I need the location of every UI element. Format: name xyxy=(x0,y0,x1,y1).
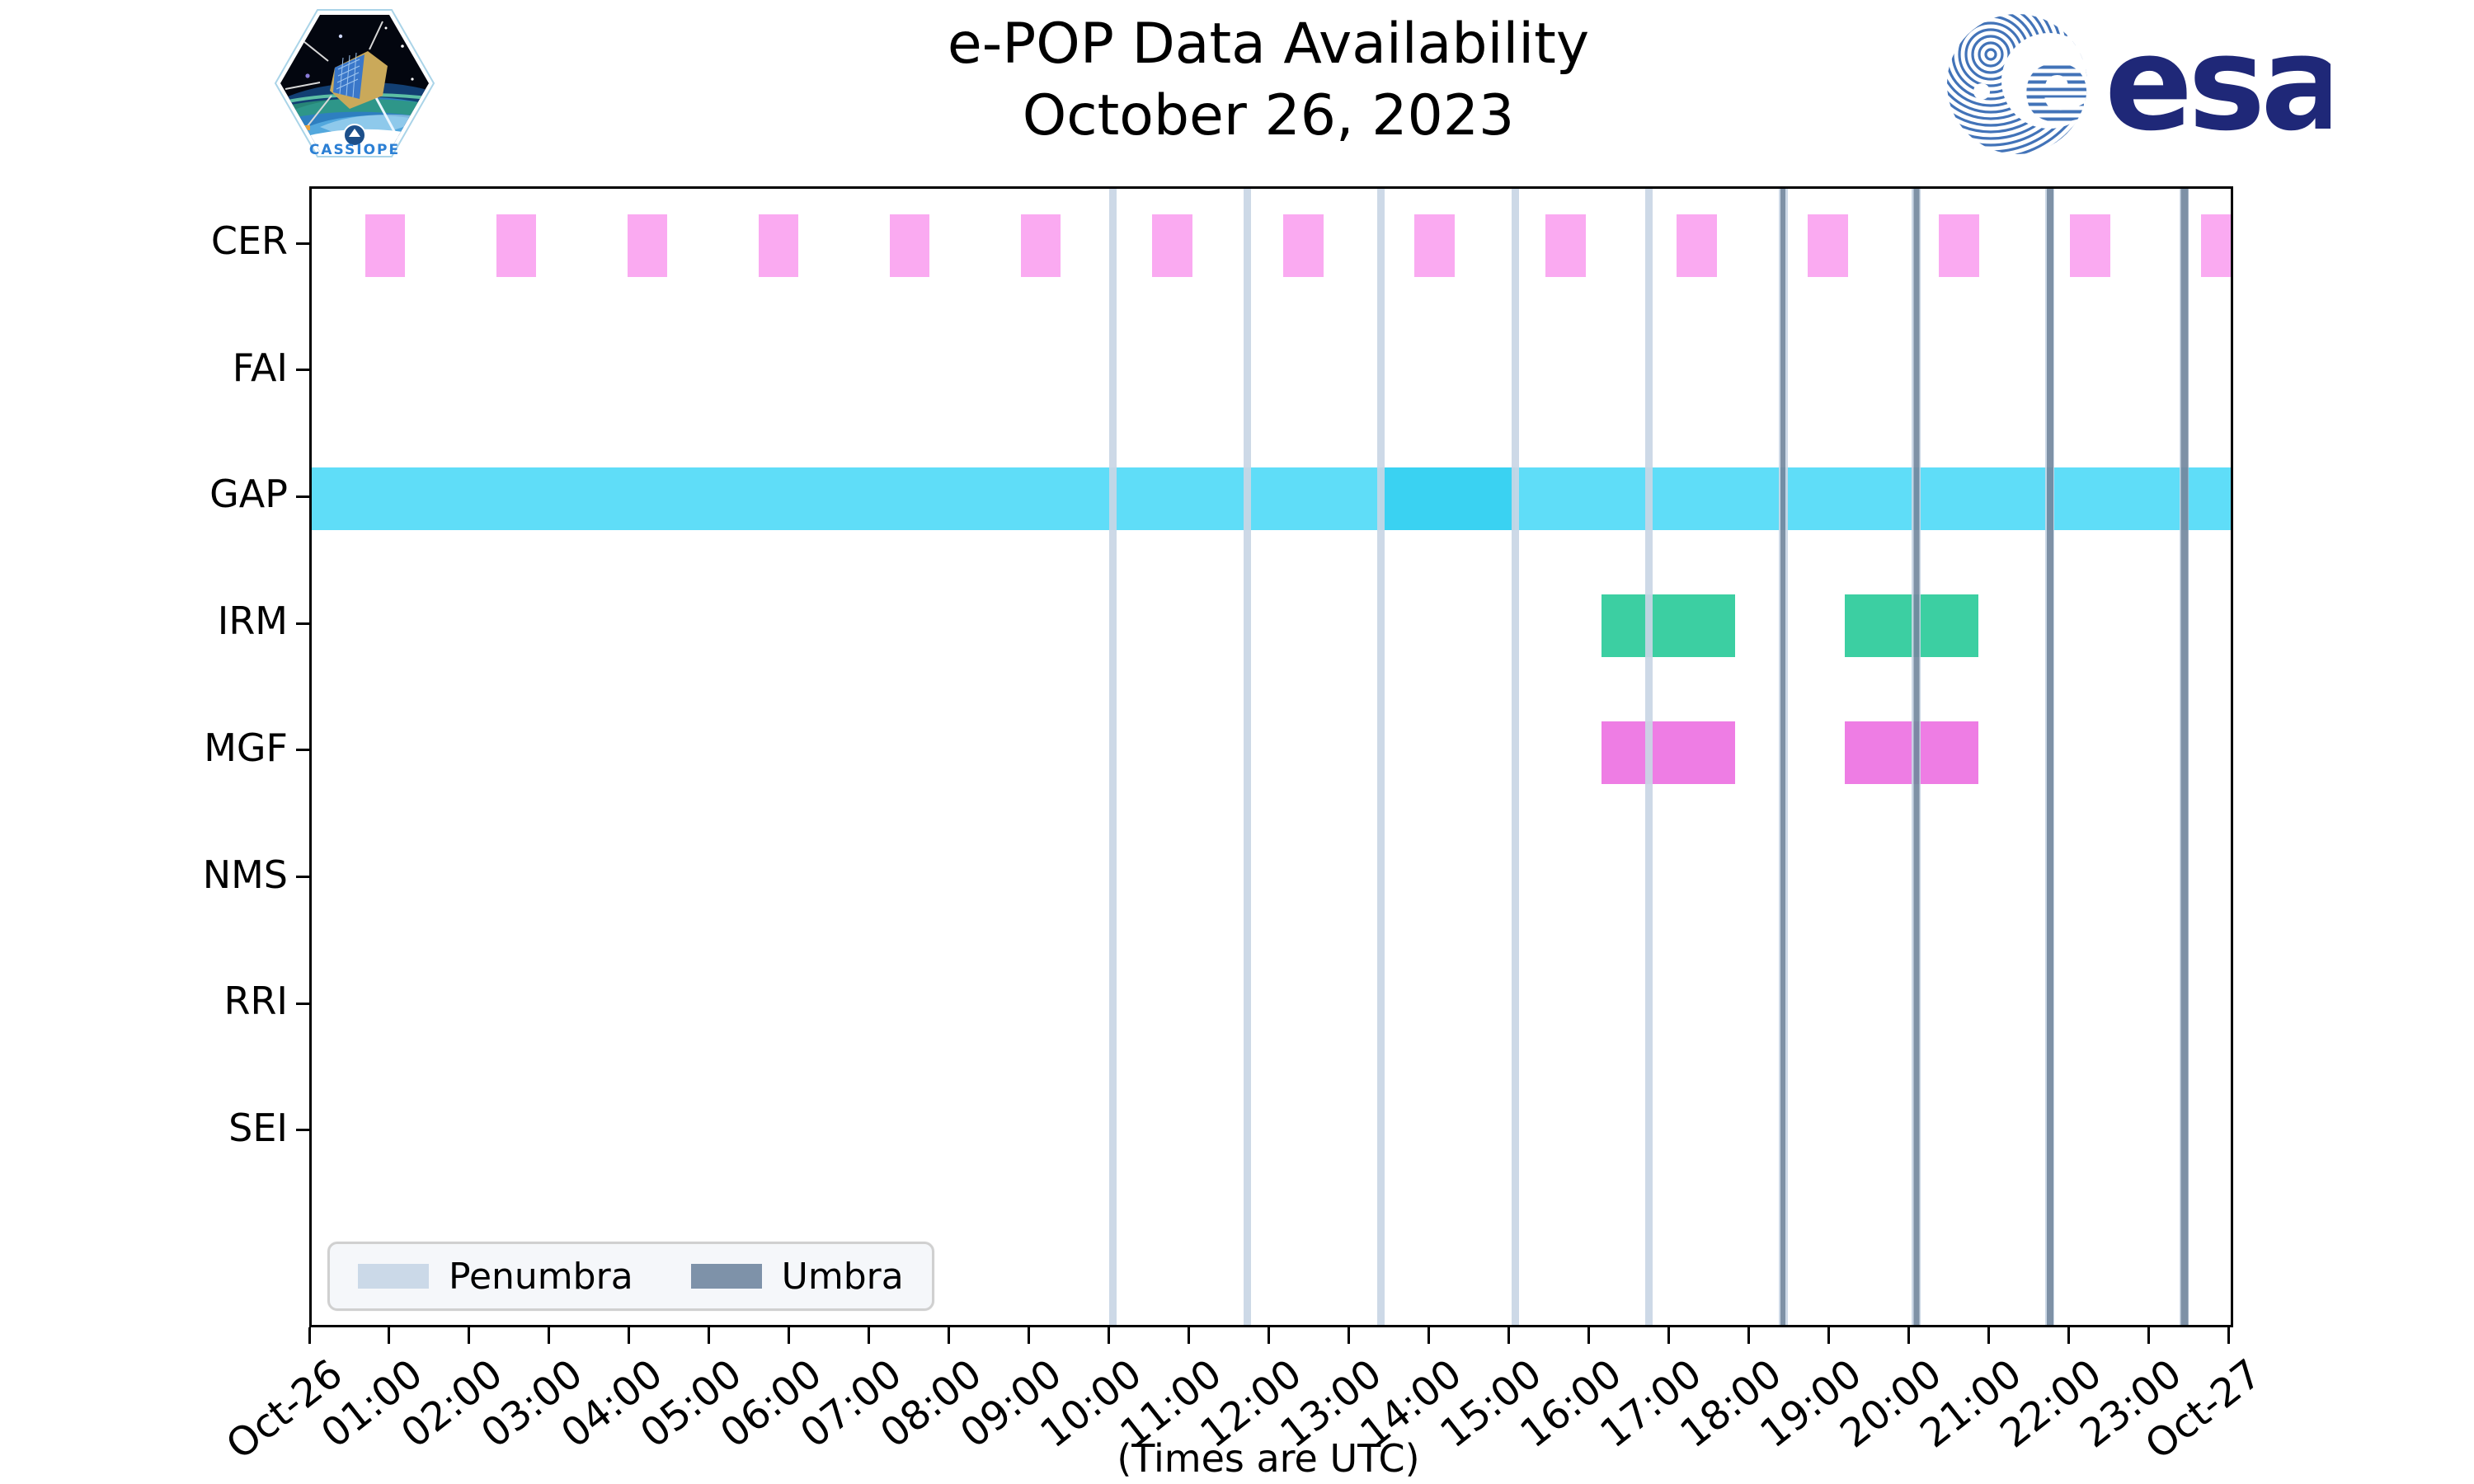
legend-label-umbra: Umbra xyxy=(781,1255,904,1298)
x-tick xyxy=(2147,1327,2150,1344)
plot-area xyxy=(309,186,2233,1327)
x-tick xyxy=(1188,1327,1191,1344)
x-tick xyxy=(1507,1327,1510,1344)
svg-text:e: e xyxy=(2022,26,2091,145)
x-tick xyxy=(1987,1327,1990,1344)
chart-title: e-POP Data Availability xyxy=(947,12,1590,77)
y-tick xyxy=(296,749,309,752)
availability-bar-irm xyxy=(1601,594,1735,658)
row-label-gap: GAP xyxy=(209,472,288,517)
x-tick xyxy=(708,1327,711,1344)
x-tick xyxy=(468,1327,471,1344)
x-tick xyxy=(1268,1327,1270,1344)
availability-bar-cer xyxy=(2070,214,2110,277)
x-tick xyxy=(1587,1327,1590,1344)
esa-logo: e esa xyxy=(1943,8,2349,160)
availability-bar-mgf xyxy=(1601,721,1735,784)
y-tick xyxy=(296,622,309,625)
umbra-line xyxy=(1778,189,1788,1325)
y-tick xyxy=(296,369,309,372)
availability-bar-cer xyxy=(627,214,668,277)
availability-bar-cer xyxy=(2201,214,2231,277)
penumbra-line xyxy=(1376,189,1385,1325)
availability-bar-mgf xyxy=(1844,721,1978,784)
umbra-line-core xyxy=(2046,189,2053,1325)
chart-title-block: e-POP Data Availability October 26, 2023 xyxy=(444,8,2093,152)
legend-item-penumbra: Penumbra xyxy=(358,1256,633,1298)
row-label-rri: RRI xyxy=(223,979,289,1024)
x-tick xyxy=(1907,1327,1910,1344)
y-tick xyxy=(296,495,309,498)
penumbra-line xyxy=(1243,189,1251,1325)
legend-label-penumbra: Penumbra xyxy=(449,1255,633,1298)
x-tick xyxy=(1347,1327,1350,1344)
y-tick xyxy=(296,876,309,878)
cassiope-mission-patch: CASSIOPE xyxy=(270,3,439,167)
umbra-line-core xyxy=(2180,189,2189,1325)
esa-logo-icon: e esa xyxy=(1947,8,2349,160)
penumbra-swatch-icon xyxy=(358,1264,429,1289)
availability-bar-cer xyxy=(758,214,799,277)
x-tick xyxy=(2227,1327,2230,1344)
x-tick xyxy=(788,1327,791,1344)
x-tick xyxy=(1827,1327,1830,1344)
legend: Penumbra Umbra xyxy=(327,1242,934,1311)
availability-bar-cer xyxy=(1283,214,1324,277)
umbra-line xyxy=(2045,189,2055,1325)
x-tick xyxy=(548,1327,551,1344)
x-tick xyxy=(868,1327,871,1344)
availability-bar-cer xyxy=(1939,214,1979,277)
cassiope-patch-icon: CASSIOPE xyxy=(274,9,435,158)
availability-bar-irm xyxy=(1844,594,1978,658)
penumbra-line xyxy=(1511,189,1519,1325)
x-tick xyxy=(1108,1327,1111,1344)
x-tick xyxy=(948,1327,951,1344)
row-label-fai: FAI xyxy=(232,345,288,390)
x-tick xyxy=(1667,1327,1670,1344)
umbra-line xyxy=(2180,189,2189,1325)
row-label-nms: NMS xyxy=(202,852,288,897)
row-label-irm: IRM xyxy=(217,599,288,644)
umbra-swatch-icon xyxy=(690,1264,762,1289)
x-tick xyxy=(388,1327,391,1344)
umbra-line-core xyxy=(1780,189,1786,1325)
availability-bar-cer xyxy=(1021,214,1061,277)
y-tick xyxy=(296,1002,309,1005)
chart-subtitle: October 26, 2023 xyxy=(1022,83,1515,149)
availability-bar-cer xyxy=(496,214,537,277)
y-tick xyxy=(296,242,309,245)
x-tick xyxy=(1028,1327,1031,1344)
availability-bar-cer xyxy=(365,214,406,277)
penumbra-line xyxy=(1109,189,1117,1325)
row-label-sei: SEI xyxy=(228,1105,288,1150)
umbra-line xyxy=(1912,189,1921,1325)
y-tick xyxy=(296,1129,309,1132)
legend-item-umbra: Umbra xyxy=(690,1255,904,1298)
x-tick xyxy=(2067,1327,2070,1344)
penumbra-line xyxy=(1644,189,1653,1325)
availability-bar-cer xyxy=(1414,214,1455,277)
x-tick xyxy=(1427,1327,1430,1344)
availability-bar-cer xyxy=(1808,214,1848,277)
x-axis-note: (Times are UTC) xyxy=(1117,1436,1420,1481)
esa-logo-text: esa xyxy=(2105,12,2331,157)
availability-bar-cer xyxy=(890,214,930,277)
availability-bar-cer xyxy=(1677,214,1717,277)
row-label-mgf: MGF xyxy=(204,725,288,770)
umbra-line-core xyxy=(1913,189,1920,1325)
availability-bar-gap xyxy=(312,467,2231,531)
x-tick xyxy=(308,1327,311,1344)
cassiope-logo-text: CASSIOPE xyxy=(309,142,400,158)
availability-bar-cer xyxy=(1545,214,1586,277)
row-label-cer: CER xyxy=(210,218,288,263)
availability-bar-cer xyxy=(1152,214,1192,277)
x-tick xyxy=(628,1327,631,1344)
x-tick xyxy=(1747,1327,1750,1344)
availability-bar-overlap-gap xyxy=(1380,467,1516,531)
